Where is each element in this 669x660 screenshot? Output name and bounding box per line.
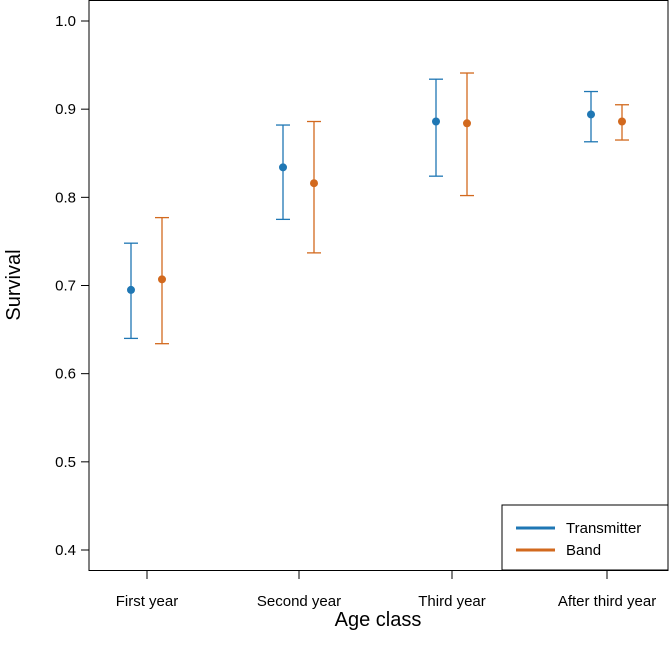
y-axis-title: Survival: [3, 249, 25, 320]
point-band-0: [158, 275, 166, 284]
y-axis: 0.4 0.5 0.6 0.7 0.8 0.9 1.0: [55, 13, 89, 559]
legend: Transmitter Band: [501, 504, 669, 571]
y-tick-label-3: 0.7: [55, 278, 76, 295]
plot-marks: [124, 72, 629, 345]
x-axis: First year Second year Third year After thi…: [116, 571, 656, 610]
x-tick-label-0: First year: [116, 593, 179, 610]
y-tick-label-6: 1.0: [55, 13, 76, 30]
y-tick-label-4: 0.8: [55, 189, 76, 206]
point-band-3: [618, 117, 626, 126]
y-tick-label-0: 0.4: [55, 542, 76, 559]
legend-label-band: Band: [566, 542, 601, 559]
legend-label-transmitter: Transmitter: [566, 520, 641, 537]
y-tick-label-5: 0.9: [55, 101, 76, 118]
x-axis-title: Age class: [335, 609, 422, 631]
point-transmitter-0: [127, 285, 135, 294]
x-tick-label-1: Second year: [257, 593, 341, 610]
y-tick-label-1: 0.5: [55, 454, 76, 471]
point-band-1: [310, 179, 318, 188]
point-transmitter-1: [279, 163, 287, 172]
x-tick-label-3: After third year: [558, 593, 656, 610]
legend-box: [501, 504, 669, 571]
y-tick-label-2: 0.6: [55, 366, 76, 383]
point-band-2: [463, 119, 471, 128]
x-tick-label-2: Third year: [418, 593, 486, 610]
point-transmitter-3: [587, 110, 595, 119]
point-transmitter-2: [432, 117, 440, 126]
plot-frame: [88, 0, 669, 571]
